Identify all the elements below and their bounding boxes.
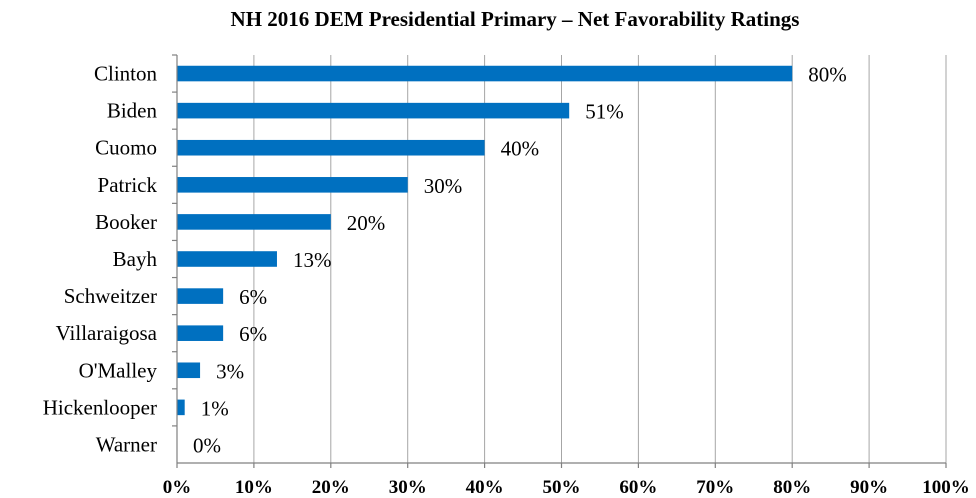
x-tick-label-80: 80% (773, 477, 811, 498)
data-label-schweitzer: 6% (239, 285, 267, 309)
x-tick-label-60: 60% (619, 477, 657, 498)
x-tick-label-40: 40% (466, 477, 504, 498)
category-label-hickenlooper: Hickenlooper (43, 395, 157, 419)
x-tick-label-100: 100% (922, 477, 970, 498)
category-label-biden: Biden (107, 99, 158, 123)
x-tick-label-0: 0% (163, 477, 192, 498)
bar-villaraigosa (177, 325, 224, 341)
category-label-patrick: Patrick (98, 173, 158, 197)
category-label-schweitzer: Schweitzer (64, 284, 157, 308)
bar-booker (177, 214, 331, 230)
bar-cuomo (177, 139, 485, 156)
category-label-villaraigosa: Villaraigosa (56, 321, 158, 345)
x-tick-label-70: 70% (696, 477, 734, 498)
label-layer: Clinton 80% Biden 51% Cuomo 40% Patrick 30% Book… (43, 62, 847, 458)
bar-patrick (177, 177, 408, 193)
data-label-patrick: 30% (424, 174, 463, 198)
category-label-o-malley: O'Malley (79, 358, 158, 382)
axis-layer: 0% 10% 20% 30% 40% 50% 60% 70% 80% 90% 100% (163, 54, 970, 498)
x-tick-label-20: 20% (312, 477, 350, 498)
x-tick-label-50: 50% (543, 477, 581, 498)
data-label-o-malley: 3% (216, 359, 244, 383)
grid-layer (253, 55, 947, 463)
data-label-clinton: 80% (808, 63, 847, 87)
x-tick-label-30: 30% (389, 477, 427, 498)
data-label-booker: 20% (347, 211, 386, 235)
chart-title: NH 2016 DEM Presidential Primary – Net F… (231, 7, 800, 31)
data-label-villaraigosa: 6% (239, 322, 267, 346)
data-label-biden: 51% (585, 100, 624, 124)
bar-bayh (177, 251, 277, 267)
category-label-booker: Booker (95, 210, 157, 234)
category-label-warner: Warner (96, 432, 157, 456)
bar-o-malley (177, 362, 201, 379)
category-label-clinton: Clinton (94, 62, 158, 86)
bar-biden (177, 102, 570, 119)
x-tick-label-90: 90% (850, 477, 888, 498)
bar-schweitzer (177, 288, 224, 304)
x-tick-label-10: 10% (235, 477, 273, 498)
data-label-bayh: 13% (293, 248, 332, 272)
bar-layer (177, 65, 793, 416)
category-label-bayh: Bayh (113, 247, 158, 271)
data-label-cuomo: 40% (501, 137, 539, 161)
category-label-cuomo: Cuomo (95, 136, 157, 160)
bar-clinton (177, 65, 793, 82)
data-label-warner: 0% (193, 433, 221, 457)
bar-hickenlooper (177, 399, 185, 416)
data-label-hickenlooper: 1% (201, 396, 229, 420)
